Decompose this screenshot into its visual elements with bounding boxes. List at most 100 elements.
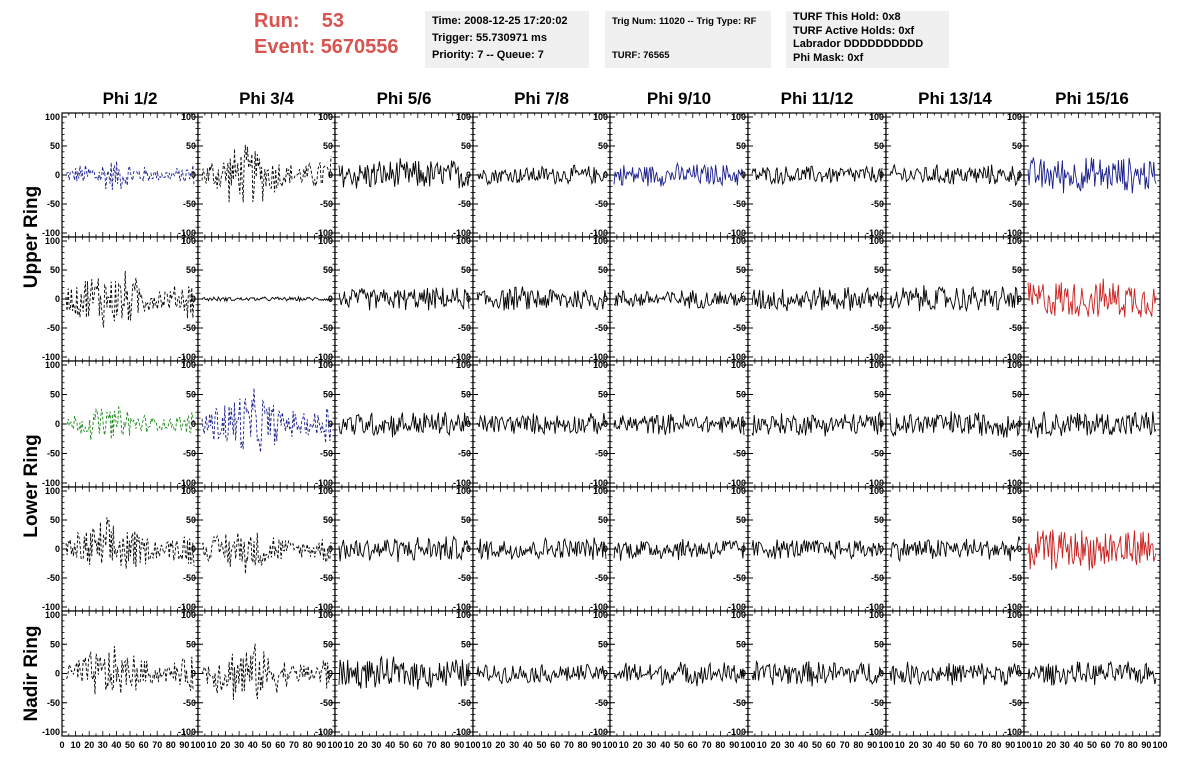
panel-frame <box>1023 610 1161 737</box>
waveform-line <box>1027 660 1157 686</box>
x-tick-label: 50 <box>125 740 135 750</box>
y-tick-label: -100 <box>42 352 60 362</box>
y-tick-label: -50 <box>733 449 746 459</box>
y-tick-label: 0 <box>603 294 608 304</box>
waveform-line <box>65 270 195 328</box>
y-tick-label: -100 <box>453 602 471 612</box>
waveform-line <box>476 412 607 436</box>
panel-frame <box>885 112 1025 238</box>
y-tick-label: -100 <box>178 602 196 612</box>
y-tick-label: -50 <box>183 449 196 459</box>
y-tick-label: -100 <box>315 727 333 737</box>
waveform-line <box>65 161 195 191</box>
waveform-panel: 100 50 0 -50 -100 <box>42 112 199 238</box>
y-tick-label: 0 <box>1017 544 1022 554</box>
waveform-line <box>613 661 745 687</box>
y-tick-label: 0 <box>879 669 884 679</box>
waveform-panel: 100 50 0 -50 -100 <box>590 610 749 737</box>
y-tick-label: 0 <box>191 669 196 679</box>
y-tick-label: -50 <box>458 698 471 708</box>
y-tick-label: -100 <box>315 228 333 238</box>
waveform-panel: 100 50 0 -50 -100 <box>866 610 1025 737</box>
y-tick-label: 50 <box>598 390 608 400</box>
waveform-panel: 100 50 0 -50 -100 <box>1004 360 1161 488</box>
y-tick-label: -100 <box>590 727 608 737</box>
y-tick-label: -50 <box>320 698 333 708</box>
y-tick-label: 50 <box>1012 639 1022 649</box>
y-tick-label: -100 <box>1004 352 1022 362</box>
y-tick-label: 0 <box>55 419 60 429</box>
y-tick-label: -50 <box>47 199 60 209</box>
waveform-panel: 100 50 0 -50 -100 <box>590 360 749 488</box>
y-tick-label: 0 <box>741 294 746 304</box>
waveform-line <box>889 536 1021 563</box>
y-tick-label: 100 <box>731 112 746 122</box>
waveform-panel: 100 50 0 -50 -100 <box>1004 236 1161 362</box>
x-tick-label: 30 <box>509 740 519 750</box>
x-tick-label: 60 <box>413 740 423 750</box>
waveform-panel: 100 50 0 -50 -100 <box>866 112 1025 238</box>
y-tick-label: 50 <box>186 515 196 525</box>
waveform-line <box>751 165 883 186</box>
y-tick-label: 0 <box>1017 419 1022 429</box>
x-tick-label: 10 <box>71 740 81 750</box>
x-tick-label: 50 <box>536 740 546 750</box>
x-tick-label: 90 <box>1005 740 1015 750</box>
y-tick-label: -100 <box>453 228 471 238</box>
y-tick-label: 50 <box>598 141 608 151</box>
column-header: Phi 9/10 <box>647 89 711 108</box>
y-tick-label: -50 <box>47 573 60 583</box>
y-tick-label: 100 <box>456 112 471 122</box>
y-tick-label: -100 <box>178 352 196 362</box>
event-value: 5670556 <box>320 36 399 58</box>
y-tick-label: 100 <box>869 360 884 370</box>
y-tick-label: 100 <box>318 486 333 496</box>
waveform-panel: 100 50 0 -50 -100 <box>315 360 474 488</box>
y-tick-label: 50 <box>323 265 333 275</box>
info-box-time: Time: 2008-12-25 17:20:02 Trigger: 55.73… <box>425 11 589 68</box>
y-tick-label: 100 <box>181 486 196 496</box>
x-tick-label: 50 <box>812 740 822 750</box>
x-tick-label: 30 <box>1060 740 1070 750</box>
x-tick-label: 90 <box>1141 740 1151 750</box>
y-tick-label: -50 <box>871 323 884 333</box>
y-tick-label: 100 <box>593 610 608 620</box>
y-tick-label: 0 <box>466 294 471 304</box>
turf-line: TURF: 76565 <box>612 50 670 61</box>
waveform-line <box>65 405 195 440</box>
waveform-line <box>476 536 607 561</box>
y-tick-label: 0 <box>328 419 333 429</box>
y-tick-label: 50 <box>874 639 884 649</box>
waveform-line <box>338 158 470 189</box>
y-tick-label: 100 <box>869 486 884 496</box>
y-tick-label: -50 <box>458 449 471 459</box>
y-tick-label: -100 <box>728 727 746 737</box>
y-tick-label: -100 <box>866 478 884 488</box>
y-tick-label: 0 <box>328 294 333 304</box>
y-tick-label: 50 <box>1012 515 1022 525</box>
y-tick-label: 0 <box>741 544 746 554</box>
x-tick-label: 80 <box>578 740 588 750</box>
x-tick-label: 20 <box>220 740 230 750</box>
x-tick-label: 80 <box>853 740 863 750</box>
y-tick-label: 50 <box>598 515 608 525</box>
waveform-panel: 100 50 0 -50 -100 <box>453 610 611 737</box>
x-tick-label: 10 <box>207 740 217 750</box>
y-tick-label: 100 <box>318 610 333 620</box>
y-tick-label: -100 <box>866 228 884 238</box>
waveform-line <box>889 285 1020 313</box>
x-tick-label: 40 <box>798 740 808 750</box>
waveform-line <box>201 295 332 303</box>
y-tick-label: -50 <box>1009 449 1022 459</box>
x-tick-label: 40 <box>936 740 946 750</box>
x-tick-label: 40 <box>111 740 121 750</box>
waveform-line <box>889 164 1021 187</box>
y-tick-label: 100 <box>869 112 884 122</box>
waveform-line <box>338 655 470 690</box>
waveform-panel: 100 50 0 -50 -100 <box>42 360 199 488</box>
x-tick-label: 90 <box>591 740 601 750</box>
panel-frame <box>472 360 611 488</box>
x-tick-label: 90 <box>454 740 464 750</box>
y-tick-label: -50 <box>595 449 608 459</box>
